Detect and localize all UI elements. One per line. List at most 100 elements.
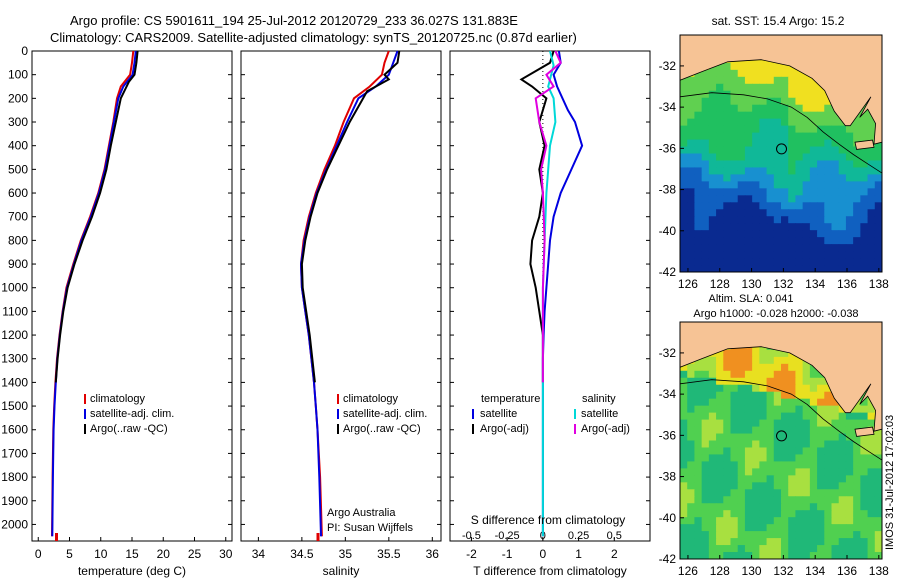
map-cell [752, 356, 760, 365]
map-cell [817, 237, 825, 245]
map-cell [831, 461, 840, 469]
map-cell [701, 363, 710, 372]
map-cell [708, 545, 717, 553]
map-cell [744, 363, 753, 372]
map-cell [853, 244, 861, 252]
y-tick-label: -32 [659, 59, 677, 73]
map-cell [687, 370, 695, 379]
map-cell [723, 258, 731, 266]
map-cell [716, 426, 724, 435]
map-cell [838, 146, 847, 154]
map-cell [737, 384, 746, 393]
map-cell [759, 510, 768, 518]
x-tick-label: 134 [805, 564, 825, 578]
map-cell [759, 412, 768, 421]
map-cell [781, 370, 789, 379]
map-cell [759, 83, 768, 92]
map-cell [809, 216, 818, 224]
map-cell [860, 496, 869, 504]
map-cell [788, 482, 796, 490]
map-cell [744, 167, 753, 175]
map-cell [744, 377, 753, 386]
map-cell [781, 251, 789, 259]
map-cell [737, 349, 746, 358]
map-cell [716, 398, 724, 407]
x-tick-label: 128 [710, 564, 730, 578]
map-cell [766, 482, 775, 490]
map-cell [788, 510, 796, 518]
map-cell [781, 90, 789, 99]
map-cell [694, 433, 703, 441]
map-cell [716, 419, 724, 428]
difference-xlabel2: S difference from climatology [471, 513, 626, 527]
map-cell [795, 545, 804, 553]
map-cell [788, 209, 796, 217]
map-cell [788, 153, 796, 161]
map-cell [802, 398, 811, 407]
map-cell [752, 363, 760, 372]
map-cell [766, 489, 775, 497]
map-cell [701, 76, 710, 85]
map-cell [680, 440, 688, 448]
map-cell [687, 545, 695, 553]
map-cell [802, 433, 811, 441]
map-cell [744, 97, 753, 106]
map-cell [723, 370, 731, 379]
map-cell [773, 62, 782, 71]
map-cell [788, 139, 796, 148]
map-cell [752, 426, 760, 435]
map-cell [802, 412, 811, 421]
map-cell [874, 447, 883, 455]
map-cell [809, 265, 818, 273]
map-cell [737, 160, 746, 168]
map-cell [831, 188, 840, 196]
map-cell [680, 202, 688, 210]
map-cell [708, 419, 717, 428]
map-cell [759, 517, 768, 525]
map-cell [752, 489, 760, 497]
map-cell [716, 237, 724, 245]
map-cell [708, 510, 717, 518]
map-cell [730, 76, 739, 85]
x-tick-label: 25 [188, 547, 202, 561]
map-cell [716, 146, 724, 154]
map-cell [788, 118, 796, 127]
map-cell [845, 244, 854, 252]
map-cell [788, 363, 796, 372]
map-cell [716, 517, 724, 525]
map-cell [730, 139, 739, 148]
map-cell [708, 447, 717, 455]
map-cell [730, 132, 739, 141]
map-cell [730, 356, 739, 365]
map-cell [680, 496, 688, 504]
map-cell [817, 419, 825, 428]
map-cell [716, 531, 724, 539]
map-cell [694, 405, 703, 414]
map-cell [824, 510, 832, 518]
map-cell [838, 251, 847, 259]
map-cell [737, 496, 746, 504]
map-cell [752, 76, 760, 85]
map-cell [809, 475, 818, 483]
map-cell [838, 237, 847, 245]
map-cell [708, 265, 717, 273]
map-cell [781, 496, 789, 504]
map-cell [867, 496, 876, 504]
map-cell [752, 482, 760, 490]
map-cell [716, 405, 724, 414]
map-cell [701, 531, 710, 539]
map-cell [817, 258, 825, 266]
map-cell [730, 118, 739, 127]
map-cell [802, 363, 811, 372]
map-cell [723, 398, 731, 407]
map-cell [809, 524, 818, 532]
map-cell [838, 538, 847, 546]
map-cell [802, 97, 811, 106]
map-cell [788, 181, 796, 189]
map-cell [744, 356, 753, 365]
map-cell [809, 405, 818, 414]
map-cell [867, 419, 876, 428]
map-cell [781, 447, 789, 455]
map-cell [759, 503, 768, 511]
map-cell [730, 174, 739, 182]
